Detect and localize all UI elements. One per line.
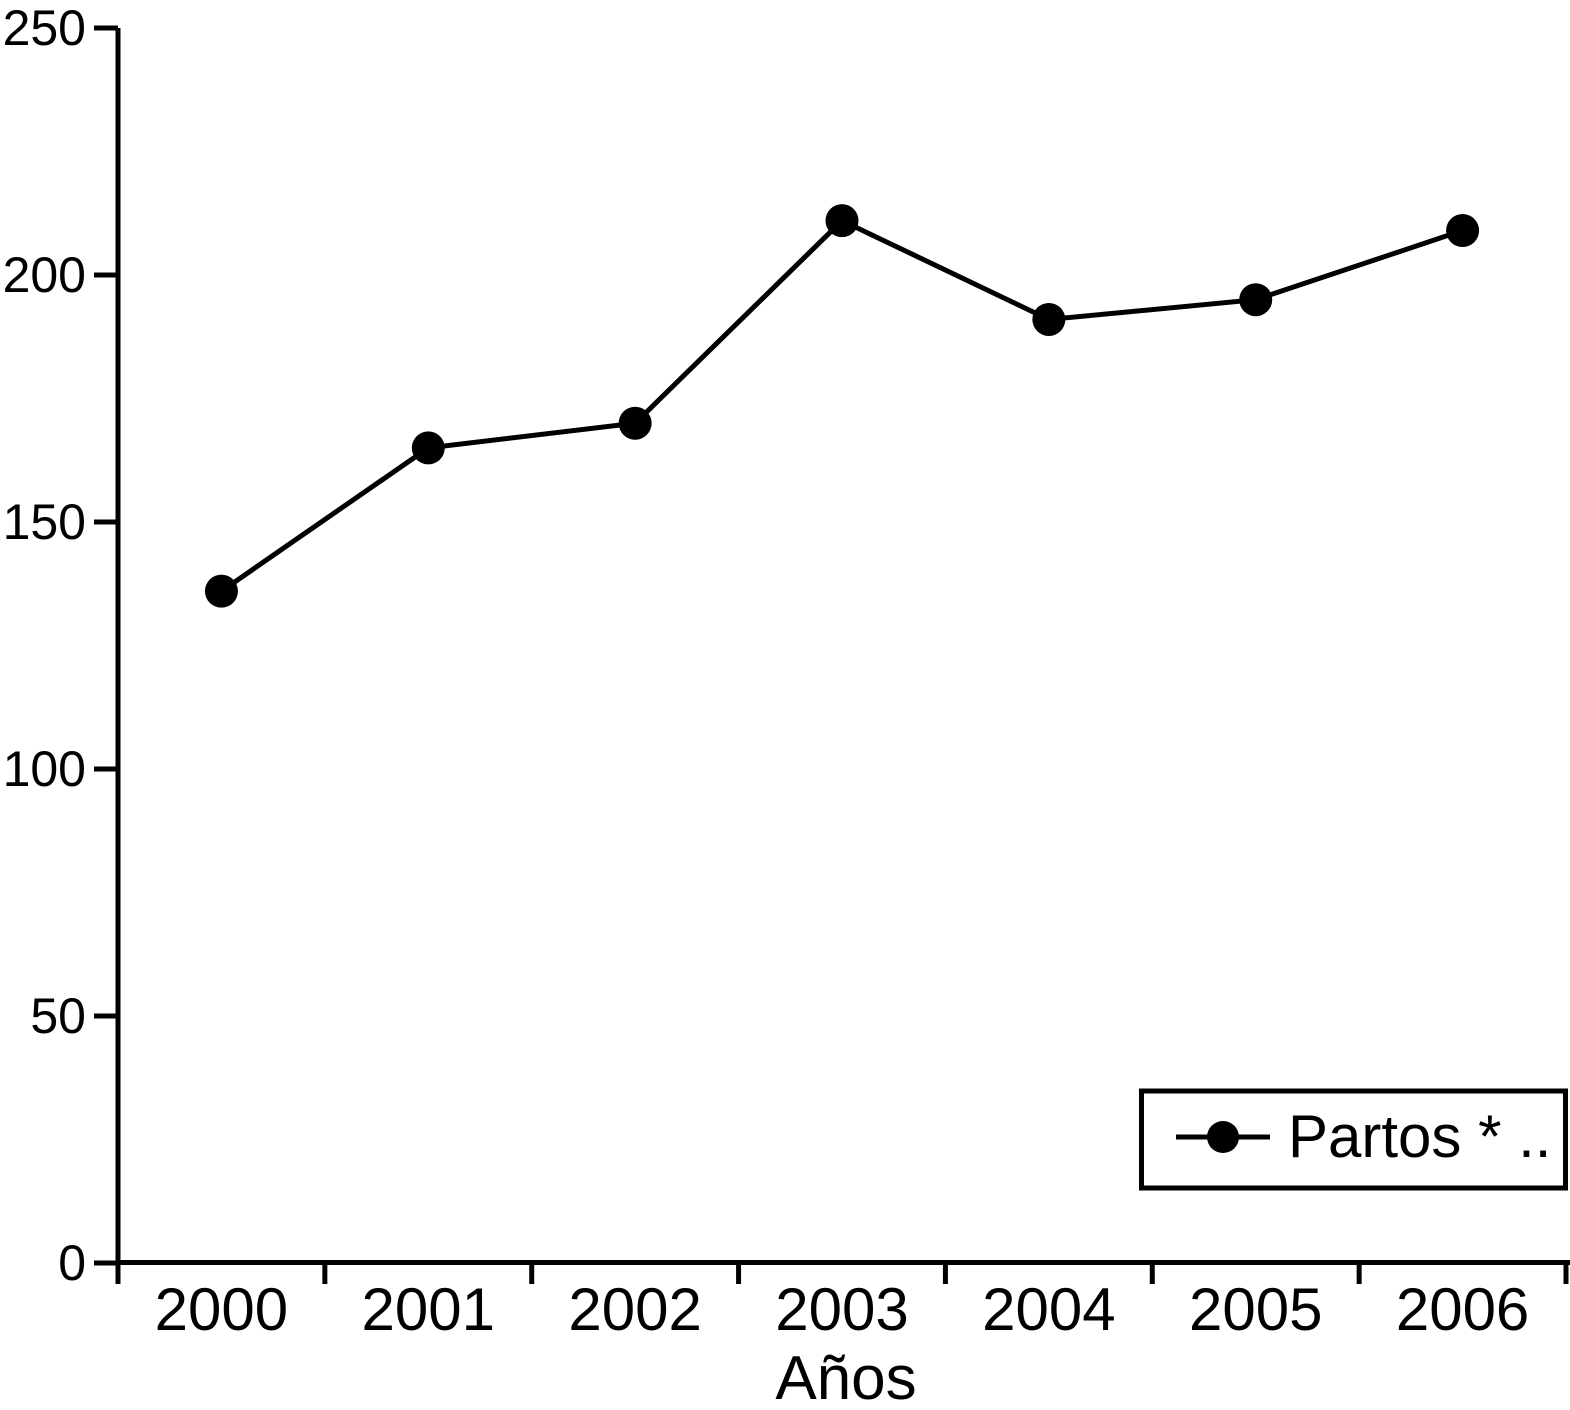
- y-axis-tick-labels: 0 50 100 150 200 250: [3, 0, 86, 1291]
- data-point-2002: [618, 406, 652, 440]
- x-axis-title: Años: [775, 1344, 916, 1410]
- x-axis-ticks: [322, 1263, 1569, 1284]
- x-tick-label: 2003: [775, 1276, 908, 1343]
- data-point-2001: [411, 431, 445, 465]
- x-tick-label: 2002: [568, 1276, 701, 1343]
- legend-marker-dot: [1207, 1121, 1239, 1153]
- y-tick-label: 150: [3, 494, 86, 550]
- x-tick-label: 2004: [982, 1276, 1115, 1343]
- legend-label: Partos * ..: [1288, 1103, 1551, 1170]
- data-point-2004: [1032, 302, 1066, 336]
- data-point-2005: [1239, 283, 1273, 317]
- y-tick-label: 50: [30, 988, 86, 1044]
- data-point-2003: [825, 204, 859, 238]
- x-tick-label: 2005: [1189, 1276, 1322, 1343]
- y-tick-label: 100: [3, 741, 86, 797]
- data-point-2000: [204, 574, 238, 608]
- x-tick-label: 2001: [362, 1276, 495, 1343]
- x-tick-label: 2006: [1396, 1276, 1529, 1343]
- x-tick-label: 2000: [155, 1276, 288, 1343]
- y-tick-label: 0: [58, 1235, 86, 1291]
- y-tick-label: 250: [3, 0, 86, 56]
- data-point-2006: [1446, 214, 1480, 248]
- y-axis-ticks: [94, 25, 118, 1266]
- data-series: [204, 204, 1480, 608]
- y-tick-label: 200: [3, 247, 86, 303]
- legend: Partos * ..: [1139, 1088, 1568, 1191]
- x-axis-tick-labels: 2000 2001 2002 2003 2004 2005 2006: [155, 1276, 1530, 1343]
